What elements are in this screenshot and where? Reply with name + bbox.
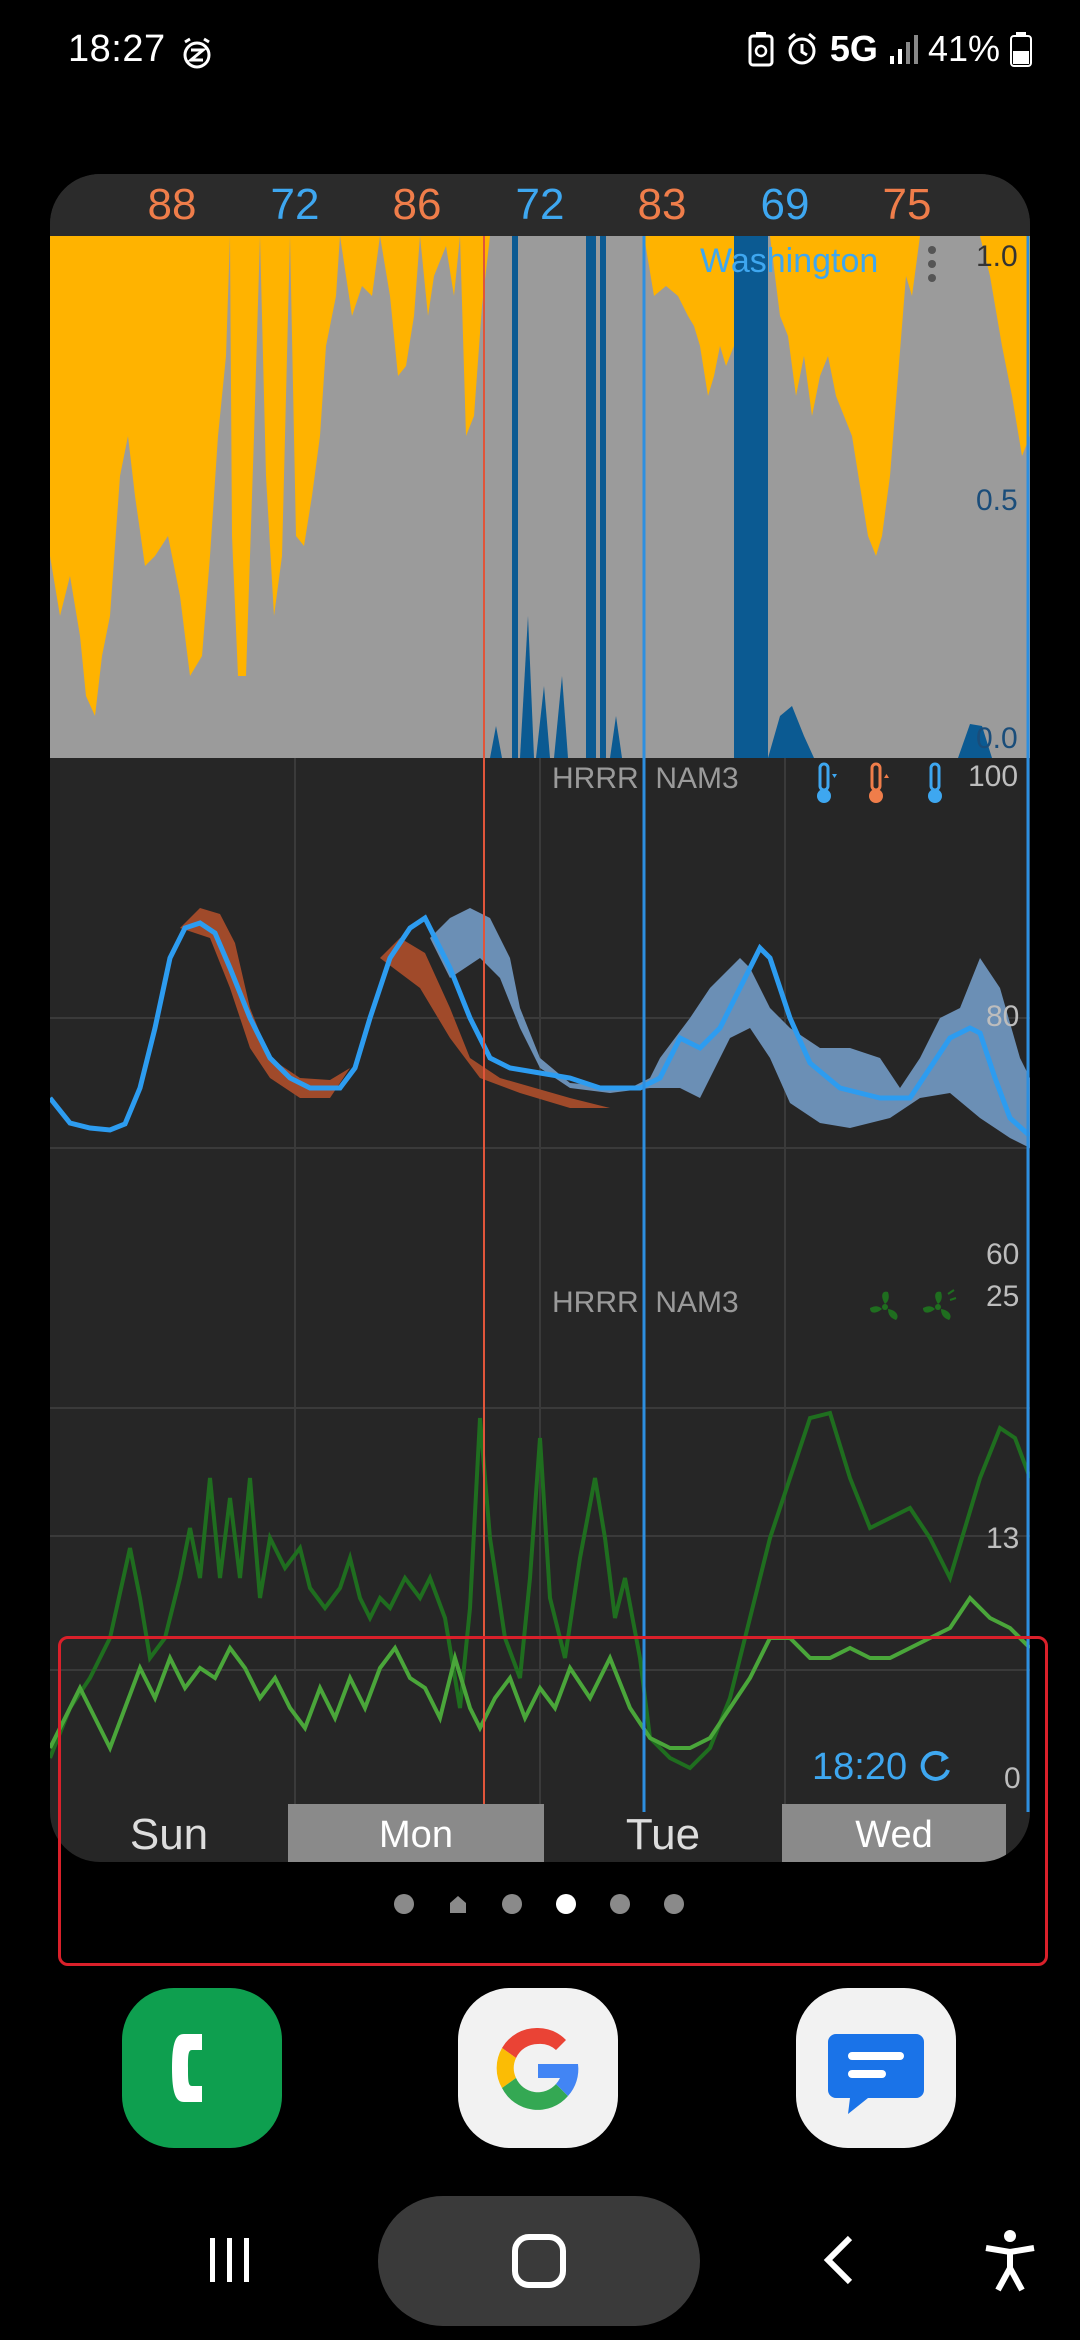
wind-speed-line [50,1594,1030,1753]
high-low-value: 83 [637,180,687,229]
phone-app-icon[interactable] [122,1988,282,2148]
signal-icon [889,35,918,64]
wind-model-labels: HRRR NAM3 [552,1286,739,1319]
page-dot[interactable] [610,1894,630,1914]
wind-gust-icon[interactable] [918,1288,958,1326]
sky-axis-mid: 0.5 [976,484,1018,517]
rain-bar [600,236,606,758]
alarm-icon [787,32,816,65]
recent-apps-icon[interactable] [204,2234,256,2286]
temp-axis-80: 80 [986,1000,1020,1033]
page-indicator[interactable] [0,1894,1080,1924]
day-label-wed[interactable]: Wed [782,1804,1006,1862]
updated-time: 18:20 [812,1746,908,1788]
refresh-icon[interactable] [916,1748,954,1786]
high-low-row: 88 72 86 72 83 69 75 [50,174,1030,236]
battery-icon [1010,32,1032,67]
temperature-icon[interactable] [920,762,950,806]
wind-axis-0: 0 [1004,1762,1021,1795]
day-bar: Sun Mon Tue Wed [50,1804,1030,1862]
day-label-mon[interactable]: Mon [288,1804,544,1862]
high-low-value: 72 [515,180,565,229]
temperature-chart: HRRR NAM3 100 80 60 [50,758,1030,1278]
high-low-value: 69 [760,180,810,229]
rain-bar [586,236,596,758]
sky-axis-bottom: 0.0 [976,722,1018,755]
wind-graph [50,1278,1030,1812]
high-low-value: 86 [392,180,442,229]
home-page-icon[interactable] [448,1894,468,1914]
day-label-tue[interactable]: Tue [625,1810,701,1859]
sky-cover-chart: Washington 1.0 0.5 0.0 [50,236,1030,758]
wind-axis-25: 25 [986,1280,1020,1313]
day-label-sun[interactable]: Sun [129,1810,209,1859]
high-low-value: 75 [882,180,932,229]
status-icons: 5G 41% [748,28,1032,70]
messages-app-icon[interactable] [796,1988,956,2148]
rain-bar [512,236,518,758]
message-bubble-icon [828,2034,924,2114]
page-dot[interactable] [502,1894,522,1914]
navigation-bar [0,2180,1080,2340]
temperature-graph [50,758,1030,1278]
page-dot[interactable] [664,1894,684,1914]
page-dot[interactable] [394,1894,414,1914]
temperature-line [50,914,1030,1138]
google-g-icon [496,2027,579,2110]
temp-axis-100: 100 [968,760,1019,793]
alarm-snooze-icon [183,37,211,69]
wind-axis-13: 13 [986,1522,1020,1555]
status-bar: 18:27 5G 41% [0,0,1080,110]
warm-model-band [180,908,350,1098]
wind-chart: HRRR NAM3 25 13 0 18:20 [50,1278,1030,1812]
weather-widget[interactable]: 88 72 86 72 83 69 75 [50,174,1030,1862]
status-time: 18:27 [68,28,166,70]
high-temp-icon[interactable] [864,762,894,806]
accessibility-icon[interactable] [982,2228,1038,2292]
temp-axis-60: 60 [986,1238,1020,1271]
sunshine-area [50,236,230,716]
page-dot-active[interactable] [556,1894,576,1914]
battery-percent: 41% [927,28,1000,69]
network-type: 5G [829,28,878,69]
phone-glyph-icon [172,2034,202,2102]
battery-saver-icon [748,32,774,67]
high-low-value: 72 [270,180,320,229]
wind-gust-line [50,1410,1030,1771]
home-icon [512,2234,566,2288]
low-temp-icon[interactable] [812,762,842,806]
google-app-icon[interactable] [458,1988,618,2148]
location-label[interactable]: Washington [700,242,879,280]
high-low-value: 88 [147,180,197,229]
home-button[interactable] [378,2196,700,2326]
rain-bar [734,236,768,758]
temp-model-labels: HRRR NAM3 [552,762,739,795]
sky-cover-graph [50,236,1030,758]
sky-axis-top: 1.0 [976,240,1018,273]
back-icon[interactable] [818,2234,858,2286]
wind-speed-icon[interactable] [866,1288,904,1326]
more-options-icon[interactable] [926,244,938,284]
model-spread-band [430,908,1030,1148]
